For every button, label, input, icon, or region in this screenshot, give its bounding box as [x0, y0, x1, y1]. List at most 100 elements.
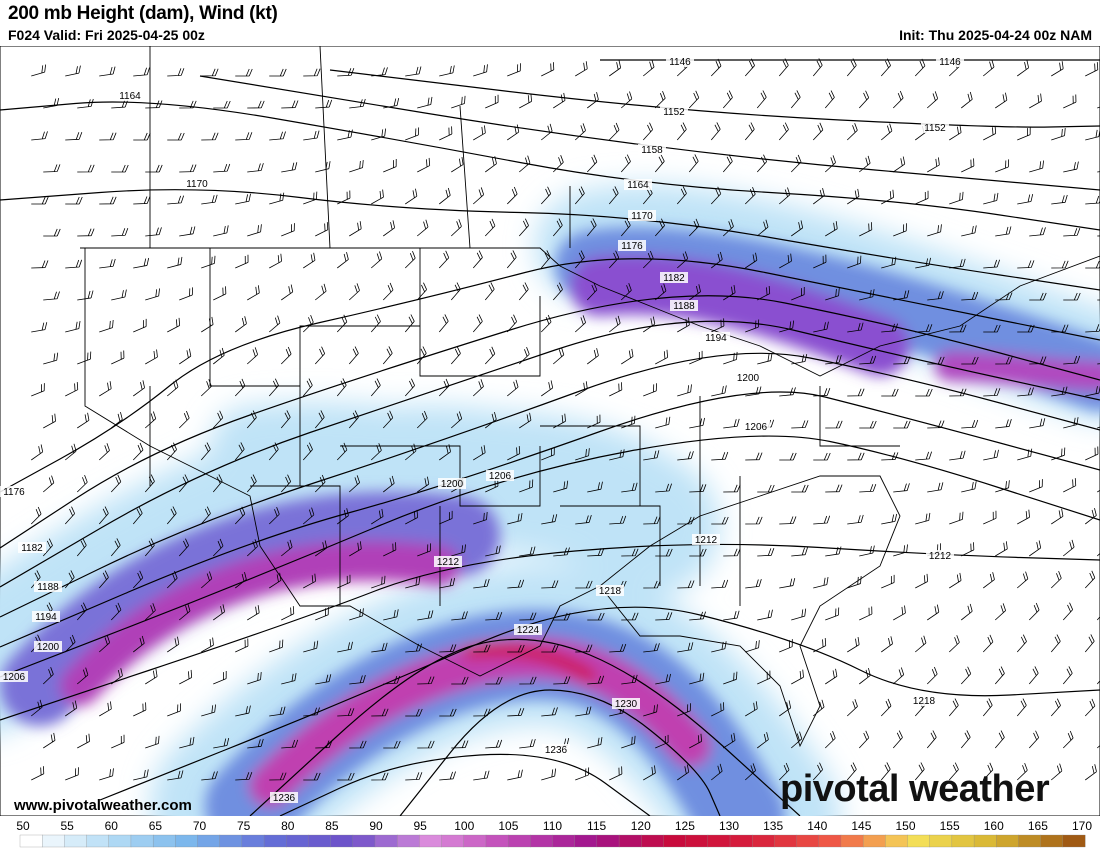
wind-barb: [145, 668, 158, 685]
wind-barb: [1063, 161, 1079, 173]
wind-barb: [1051, 61, 1064, 77]
wind-barb: [269, 706, 286, 717]
colorbar-cell: [707, 834, 731, 848]
wind-barb: [1096, 539, 1100, 557]
wind-barb: [824, 90, 835, 109]
wind-barb: [757, 548, 775, 557]
wind-barb: [586, 218, 597, 237]
contour-label: 1212: [437, 557, 460, 568]
wind-barb: [1029, 292, 1047, 301]
wind-barb: [893, 290, 910, 301]
wind-barb: [167, 68, 185, 77]
colorbar-cell: [818, 834, 842, 848]
wind-barb: [1062, 539, 1075, 557]
wind-barb: [303, 191, 318, 205]
site-url[interactable]: www.pivotalweather.com: [14, 797, 192, 814]
wind-barb: [757, 732, 769, 749]
wind-barb: [858, 90, 870, 109]
wind-barb: [1051, 508, 1064, 525]
wind-barb: [949, 124, 962, 141]
wind-barb: [473, 708, 491, 717]
wind-barb: [688, 154, 699, 173]
contour-label-bg: [926, 550, 954, 561]
wind-barb: [438, 378, 450, 397]
height-contour: [199, 75, 1100, 191]
wind-barb: [1085, 446, 1099, 461]
wind-barb: [349, 221, 362, 237]
wind-barb: [1051, 260, 1069, 269]
wind-barb: [983, 449, 999, 461]
contour-label-bg: [618, 240, 646, 251]
wind-barb: [688, 218, 700, 237]
wind-barb: [689, 417, 706, 429]
wind-barb: [609, 382, 623, 397]
wind-barb: [404, 250, 416, 269]
wind-barb: [745, 319, 760, 333]
wind-barb: [995, 292, 1013, 301]
wind-barb: [246, 474, 257, 493]
height-contour: [0, 101, 1100, 231]
wind-barb: [268, 315, 281, 333]
wind-barb: [859, 545, 875, 557]
wind-barb: [927, 157, 940, 173]
contour-label-bg: [270, 792, 298, 803]
wind-barb: [450, 411, 463, 429]
wind-barb: [439, 187, 451, 205]
wind-barb: [382, 282, 394, 301]
colorbar-cell: [729, 834, 753, 848]
wind-barb: [348, 410, 359, 429]
wind-barb: [518, 155, 531, 173]
wind-barb: [405, 509, 419, 525]
wind-barb: [77, 98, 94, 109]
wind-barb: [757, 285, 771, 301]
wind-barb: [235, 705, 251, 717]
wind-barb: [893, 156, 906, 173]
wind-barb: [42, 475, 55, 493]
colorbar-cell: [397, 834, 420, 848]
wind-barb: [507, 63, 521, 77]
wind-barb: [1063, 227, 1081, 237]
wind-barb: [269, 639, 284, 653]
wind-barb: [790, 90, 801, 109]
contour-label: 1176: [3, 487, 25, 498]
wind-barb: [723, 418, 740, 429]
wind-barb: [1051, 447, 1066, 461]
wind-barb: [110, 474, 122, 493]
wind-barb: [507, 446, 521, 461]
wind-barb: [757, 484, 775, 493]
wind-barb: [451, 544, 466, 557]
colorbar-tick-label: 100: [454, 819, 474, 833]
wind-barb: [711, 579, 729, 589]
wind-barb: [167, 770, 184, 781]
wind-barb: [1062, 666, 1073, 685]
wind-barb: [31, 196, 49, 205]
wind-barb: [507, 769, 523, 781]
wind-barb: [111, 164, 129, 173]
wind-barb: [926, 730, 937, 749]
wind-barb: [926, 91, 939, 109]
contour-label-bg: [434, 556, 462, 567]
wind-barb: [518, 346, 530, 365]
colorbar-cell: [374, 834, 398, 848]
wind-barb: [1029, 227, 1046, 237]
wind-barb: [235, 132, 253, 141]
wind-barb: [337, 641, 353, 653]
wind-barb: [133, 635, 145, 653]
wind-barb: [552, 347, 565, 365]
wind-barb: [303, 573, 316, 589]
wind-barb: [280, 539, 293, 557]
colorbar-cell: [241, 834, 265, 848]
contour-label-bg: [660, 106, 688, 117]
wind-barb: [553, 547, 570, 557]
wind-barb: [178, 538, 189, 557]
wind-barb: [484, 218, 496, 237]
wind-barb: [110, 538, 121, 557]
wind-barb: [915, 190, 929, 205]
wind-barb: [43, 732, 56, 749]
map-title: 200 mb Height (dam), Wind (kt): [8, 3, 278, 24]
wind-barb: [201, 704, 217, 717]
wind-barb: [723, 484, 741, 493]
wind-barb: [779, 639, 793, 653]
height-contour: [0, 295, 1100, 549]
wind-barb: [382, 346, 393, 365]
